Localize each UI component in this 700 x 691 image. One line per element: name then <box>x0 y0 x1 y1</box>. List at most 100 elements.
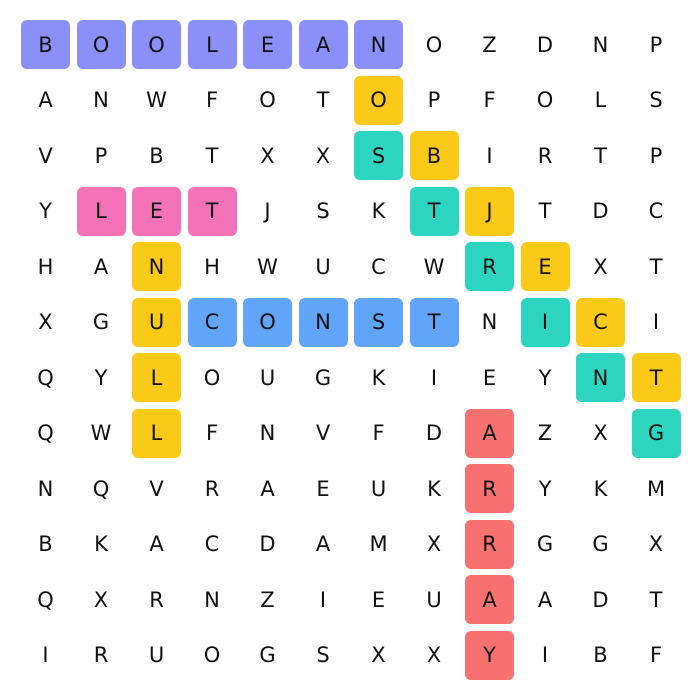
letter-cell[interactable]: S <box>316 199 330 223</box>
highlighted-letter-cell[interactable]: L <box>187 20 237 69</box>
highlighted-letter-cell[interactable]: U <box>132 297 181 347</box>
letter-cell[interactable]: X <box>593 421 608 445</box>
letter-cell[interactable]: X <box>260 143 275 168</box>
highlighted-letter-cell[interactable]: I <box>520 297 570 347</box>
highlighted-letter-cell[interactable]: A <box>465 575 514 624</box>
letter-cell[interactable]: H <box>204 254 220 279</box>
letter-cell[interactable]: S <box>649 88 663 112</box>
highlighted-letter-cell[interactable]: N <box>354 20 403 69</box>
letter-cell[interactable]: Y <box>538 365 552 390</box>
letter-cell[interactable]: K <box>593 476 608 501</box>
letter-cell[interactable]: O <box>203 365 221 390</box>
letter-cell[interactable]: V <box>149 476 164 501</box>
letter-cell[interactable]: Y <box>538 476 552 501</box>
letter-cell[interactable]: C <box>371 254 386 279</box>
letter-cell[interactable]: Y <box>94 365 108 390</box>
letter-cell[interactable]: N <box>592 32 609 57</box>
letter-cell[interactable]: P <box>94 143 108 168</box>
letter-cell[interactable]: I <box>486 143 493 168</box>
highlighted-letter-cell[interactable]: G <box>631 408 681 458</box>
letter-cell[interactable]: A <box>38 88 53 112</box>
letter-cell[interactable]: T <box>649 254 663 279</box>
letter-cell[interactable]: U <box>370 476 387 501</box>
letter-cell[interactable]: I <box>652 310 660 334</box>
letter-cell[interactable]: F <box>205 421 219 445</box>
letter-cell[interactable]: Y <box>39 199 52 223</box>
letter-cell[interactable]: R <box>537 143 553 168</box>
highlighted-letter-cell[interactable]: S <box>354 297 403 347</box>
letter-cell[interactable]: Q <box>37 365 54 390</box>
highlighted-letter-cell[interactable]: E <box>520 242 570 291</box>
highlighted-letter-cell[interactable]: J <box>465 186 514 236</box>
letter-cell[interactable]: F <box>372 421 385 445</box>
letter-cell[interactable]: G <box>314 365 332 390</box>
letter-cell[interactable]: Z <box>482 32 497 57</box>
letter-cell[interactable]: C <box>648 199 664 223</box>
letter-cell[interactable]: T <box>316 88 330 112</box>
letter-cell[interactable]: H <box>37 254 54 279</box>
letter-cell[interactable]: X <box>371 643 386 667</box>
letter-cell[interactable]: Z <box>537 421 553 445</box>
letter-cell[interactable]: L <box>594 88 607 112</box>
letter-cell[interactable]: O <box>425 32 443 57</box>
letter-cell[interactable]: K <box>371 365 386 390</box>
letter-cell[interactable]: D <box>425 421 443 445</box>
letter-cell[interactable]: U <box>148 643 165 667</box>
highlighted-letter-cell[interactable]: L <box>132 408 181 458</box>
highlighted-letter-cell[interactable]: O <box>132 20 181 69</box>
letter-cell[interactable]: D <box>259 532 276 556</box>
letter-cell[interactable]: V <box>38 143 53 168</box>
letter-cell[interactable]: O <box>536 88 554 112</box>
letter-cell[interactable]: P <box>649 32 663 57</box>
letter-cell[interactable]: W <box>146 88 167 112</box>
highlighted-letter-cell[interactable]: Y <box>465 630 514 680</box>
letter-cell[interactable]: U <box>426 587 442 612</box>
letter-cell[interactable]: X <box>315 143 331 168</box>
letter-cell[interactable]: D <box>592 587 609 612</box>
highlighted-letter-cell[interactable]: S <box>354 131 403 180</box>
highlighted-letter-cell[interactable]: A <box>465 408 514 458</box>
letter-cell[interactable]: W <box>423 254 445 279</box>
letter-cell[interactable]: I <box>319 587 327 612</box>
highlighted-letter-cell[interactable]: N <box>576 353 625 402</box>
letter-cell[interactable]: X <box>648 532 664 556</box>
letter-cell[interactable]: N <box>204 587 220 612</box>
highlighted-letter-cell[interactable]: B <box>409 131 459 180</box>
highlighted-letter-cell[interactable]: E <box>243 20 292 69</box>
letter-cell[interactable]: Q <box>37 587 54 612</box>
highlighted-letter-cell[interactable]: C <box>187 297 237 347</box>
letter-cell[interactable]: W <box>257 254 278 279</box>
letter-cell[interactable]: O <box>203 643 221 667</box>
letter-cell[interactable]: M <box>369 532 388 556</box>
letter-cell[interactable]: A <box>315 532 331 556</box>
letter-cell[interactable]: Z <box>260 587 275 612</box>
letter-cell[interactable]: I <box>430 365 438 390</box>
highlighted-letter-cell[interactable]: T <box>409 186 459 236</box>
letter-cell[interactable]: E <box>316 476 330 501</box>
highlighted-letter-cell[interactable]: T <box>631 353 681 402</box>
highlighted-letter-cell[interactable]: N <box>298 297 348 347</box>
letter-cell[interactable]: A <box>93 254 109 279</box>
letter-cell[interactable]: X <box>38 310 53 334</box>
letter-cell[interactable]: U <box>315 254 331 279</box>
letter-cell[interactable]: A <box>260 476 275 501</box>
letter-cell[interactable]: K <box>427 476 441 501</box>
letter-cell[interactable]: T <box>205 143 219 168</box>
letter-cell[interactable]: A <box>149 532 164 556</box>
letter-cell[interactable]: C <box>204 532 220 556</box>
letter-cell[interactable]: B <box>38 532 53 556</box>
letter-cell[interactable]: F <box>483 88 496 112</box>
letter-cell[interactable]: X <box>593 254 608 279</box>
highlighted-letter-cell[interactable]: O <box>76 20 126 69</box>
letter-cell[interactable]: V <box>315 421 331 445</box>
highlighted-letter-cell[interactable]: R <box>465 464 514 513</box>
highlighted-letter-cell[interactable]: B <box>21 20 70 69</box>
letter-cell[interactable]: N <box>93 88 109 112</box>
letter-cell[interactable]: K <box>371 199 386 223</box>
letter-cell[interactable]: K <box>94 532 108 556</box>
letter-cell[interactable]: X <box>426 532 442 556</box>
letter-cell[interactable]: P <box>649 143 663 168</box>
letter-cell[interactable]: G <box>592 532 609 556</box>
letter-cell[interactable]: X <box>93 587 109 612</box>
highlighted-letter-cell[interactable]: C <box>576 297 625 347</box>
